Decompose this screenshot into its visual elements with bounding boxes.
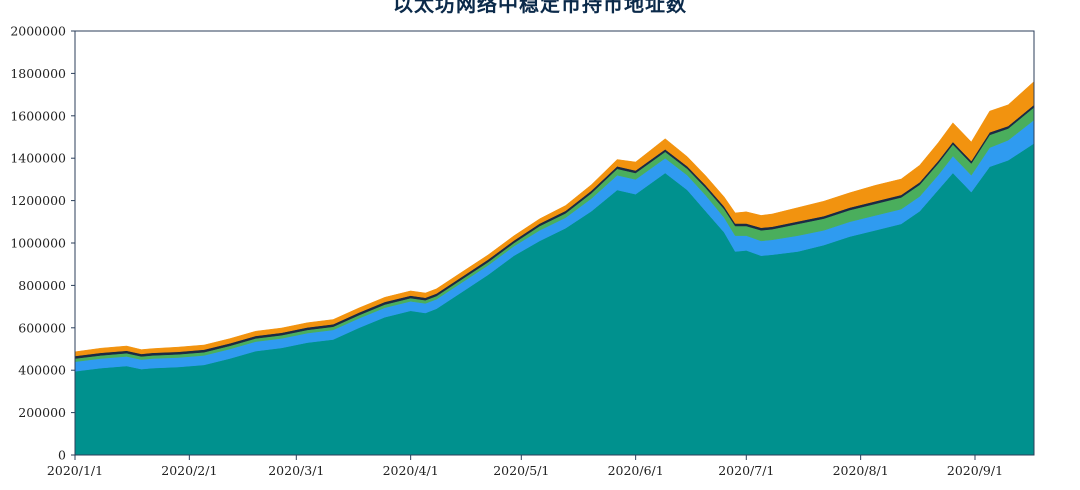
y-tick-label: 1200000 (10, 193, 66, 208)
y-axis: 0 200000 400000 600000 800000 1000000 1200000 1… (10, 24, 75, 463)
y-tick-label: 0 (58, 448, 66, 463)
y-tick-label: 1400000 (10, 151, 66, 166)
y-tick-label: 600000 (18, 320, 66, 335)
chart-title: 以太坊网络中稳定币持币地址数 (393, 0, 687, 16)
x-tick-label: 2020/3/1 (268, 463, 324, 478)
x-tick-label: 2020/7/1 (718, 463, 774, 478)
y-tick-label: 400000 (18, 363, 66, 378)
x-tick-label: 2020/6/1 (608, 463, 664, 478)
y-tick-label: 200000 (18, 405, 66, 420)
x-tick-label: 2020/2/1 (161, 463, 217, 478)
y-tick-label: 1800000 (10, 66, 66, 81)
y-tick-label: 800000 (18, 278, 66, 293)
x-axis: 2020/1/1 2020/2/1 2020/3/1 2020/4/1 2020/5/1… (47, 455, 1003, 478)
x-tick-label: 2020/1/1 (47, 463, 103, 478)
x-tick-label: 2020/9/1 (947, 463, 1003, 478)
y-tick-label: 1600000 (10, 108, 66, 123)
x-tick-label: 2020/5/1 (493, 463, 549, 478)
series-areas (74, 80, 1035, 456)
y-tick-label: 2000000 (10, 24, 66, 39)
y-tick-label: 1000000 (10, 236, 66, 251)
x-tick-label: 2020/4/1 (383, 463, 439, 478)
x-tick-label: 2020/8/1 (833, 463, 889, 478)
